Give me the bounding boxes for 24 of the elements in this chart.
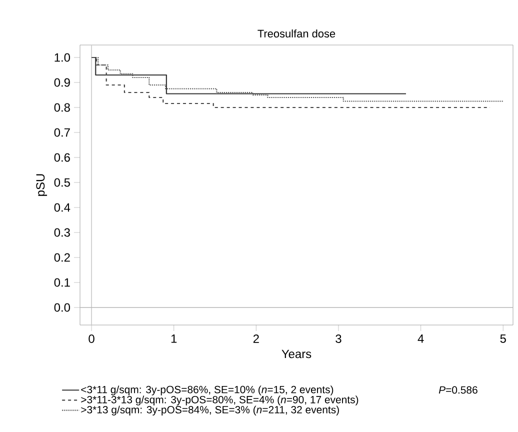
- y-tick-label: 0.9: [54, 78, 70, 87]
- y-axis-title: pSU: [36, 174, 48, 196]
- chart-title: Treosulfan dose: [258, 29, 336, 38]
- x-tick-label: 5: [500, 334, 506, 343]
- x-tick-label: 4: [418, 334, 424, 343]
- legend-label: >3*13 g/sqm: 3y-pOS=84%, SE=3% (n=211, 32 events): [81, 406, 339, 416]
- y-tick-label: 0.7: [54, 128, 70, 137]
- x-tick-label: 0: [88, 334, 94, 343]
- y-tick-label: 0.6: [54, 153, 70, 162]
- y-tick-label: 0.1: [54, 278, 70, 287]
- x-tick-label: 3: [336, 334, 342, 343]
- text: P=0.586: [438, 386, 478, 394]
- legend-label: >3*11-3*13 g/sqm: 3y-pOS=80%, SE=4% (n=90, 17 events): [81, 396, 358, 406]
- x-axis-title: Years: [282, 350, 312, 358]
- x-tick-label: 1: [171, 334, 177, 343]
- x-tick-label: 2: [253, 334, 259, 343]
- y-tick-label: 0.5: [54, 178, 70, 187]
- y-tick-label: 0.2: [54, 253, 70, 262]
- y-tick-label: 0.3: [54, 228, 70, 237]
- y-tick-label: 0.8: [54, 103, 70, 112]
- y-tick-label: 1.0: [54, 53, 70, 62]
- y-tick-label: 0.0: [54, 303, 70, 312]
- legend-label: <3*11 g/sqm: 3y-pOS=86%, SE=10% (n=15, 2 events): [81, 386, 334, 396]
- y-tick-label: 0.4: [54, 203, 70, 212]
